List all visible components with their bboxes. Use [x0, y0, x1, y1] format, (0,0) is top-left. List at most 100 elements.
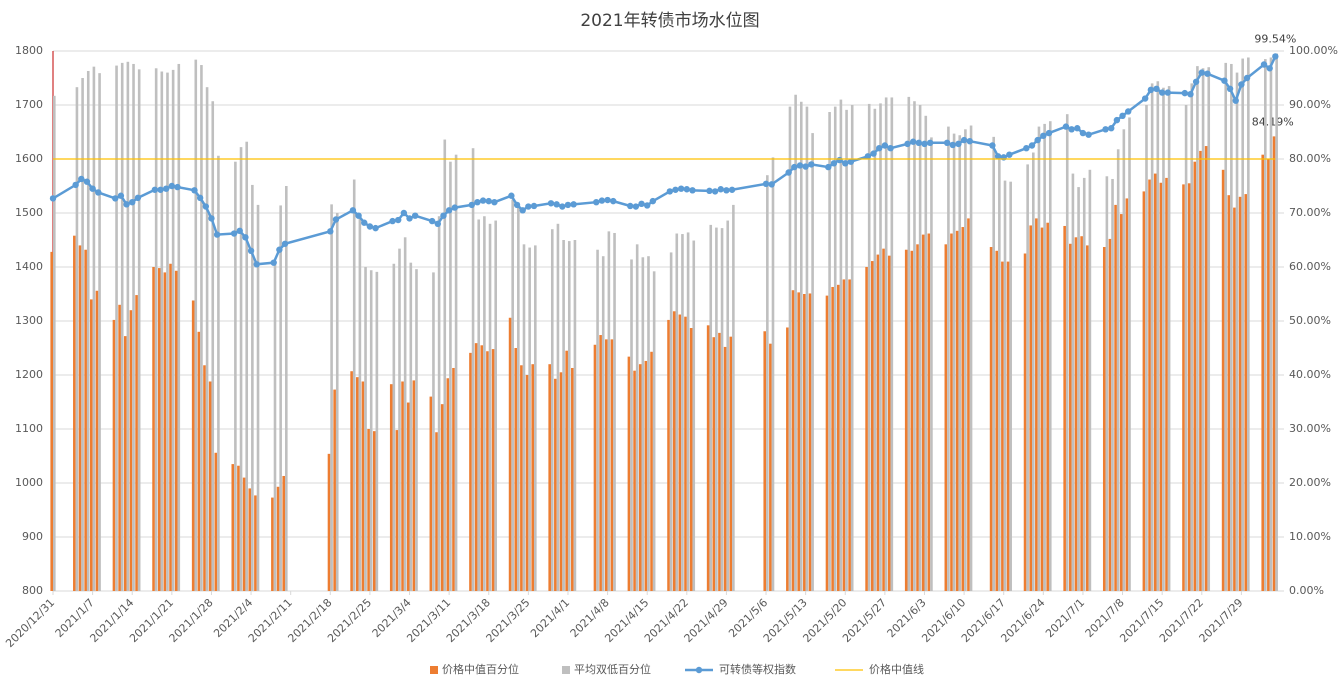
marker [1113, 116, 1121, 124]
bar [214, 452, 218, 591]
bar [607, 231, 611, 592]
marker [530, 202, 538, 210]
marker [519, 207, 526, 214]
marker [196, 194, 204, 202]
bar [352, 179, 356, 591]
bar [254, 495, 257, 591]
bar [486, 351, 489, 591]
bar [876, 254, 880, 591]
bar [952, 133, 956, 591]
bar [788, 106, 792, 592]
bar [525, 375, 529, 591]
bar [573, 240, 577, 591]
bar [969, 125, 973, 592]
bar [712, 337, 716, 591]
marker [610, 197, 617, 205]
bar [1032, 152, 1035, 591]
bar [709, 224, 713, 591]
bar [1167, 86, 1171, 591]
bar [191, 300, 195, 591]
bar [596, 249, 599, 591]
marker [966, 137, 973, 145]
bar [1148, 179, 1151, 591]
marker [394, 216, 402, 224]
marker [717, 186, 724, 193]
marker [943, 139, 951, 146]
y-tick-label: 1000 [15, 476, 43, 489]
marker [372, 224, 379, 232]
bar [454, 154, 458, 591]
marker [151, 186, 159, 193]
marker [253, 261, 260, 268]
marker [632, 203, 640, 210]
bar [1204, 146, 1208, 592]
marker [836, 156, 843, 164]
bar [825, 295, 829, 591]
marker [915, 139, 923, 146]
marker [174, 183, 181, 191]
bar [395, 430, 399, 591]
bar [517, 207, 520, 591]
y2-tick-label: 100.00% [1289, 44, 1338, 57]
bar [208, 381, 212, 591]
bar [652, 271, 656, 591]
bar [86, 70, 90, 592]
bar [559, 372, 563, 591]
bar [154, 68, 158, 591]
marker [559, 203, 566, 210]
bar [1048, 121, 1052, 591]
bar [947, 126, 950, 591]
bar [1247, 57, 1250, 592]
bar [1153, 173, 1157, 591]
bar [1238, 196, 1242, 592]
bar [1074, 237, 1078, 592]
bar [372, 431, 376, 591]
marker [1198, 69, 1205, 76]
marker [1141, 95, 1149, 102]
legend-label: 平均双低百分位 [574, 662, 651, 676]
marker [1079, 129, 1087, 137]
bar [166, 72, 169, 592]
bar [593, 344, 597, 591]
bar [1102, 247, 1106, 591]
bar [1114, 204, 1117, 591]
bar [514, 348, 518, 591]
bar [1125, 198, 1129, 592]
bar [720, 228, 724, 591]
marker [728, 186, 736, 193]
bar [718, 332, 721, 591]
bar [474, 343, 478, 591]
bar [924, 115, 928, 592]
bar [1193, 161, 1197, 591]
bar [169, 263, 172, 591]
bar [403, 237, 407, 592]
marker [909, 138, 917, 145]
bar [831, 286, 834, 591]
legend-swatch [695, 666, 703, 674]
bar [1261, 154, 1265, 591]
marker [332, 216, 340, 223]
bar [1224, 62, 1228, 591]
bar [635, 244, 639, 591]
marker [411, 212, 419, 219]
bar [242, 477, 246, 591]
bar [1119, 214, 1123, 591]
bar [689, 328, 693, 591]
bar [488, 223, 492, 592]
marker [242, 234, 249, 241]
marker [451, 204, 458, 211]
bar [389, 384, 393, 591]
bar [137, 69, 141, 592]
bar [350, 371, 353, 591]
bar [803, 294, 806, 591]
y-tick-label: 1100 [15, 422, 43, 435]
marker [349, 207, 357, 214]
bar [520, 365, 523, 591]
marker [830, 160, 838, 167]
marker [281, 240, 289, 247]
marker [1062, 123, 1070, 130]
bar [1241, 58, 1244, 592]
bar [432, 272, 435, 591]
bar [1071, 173, 1075, 591]
bar [1162, 87, 1165, 591]
